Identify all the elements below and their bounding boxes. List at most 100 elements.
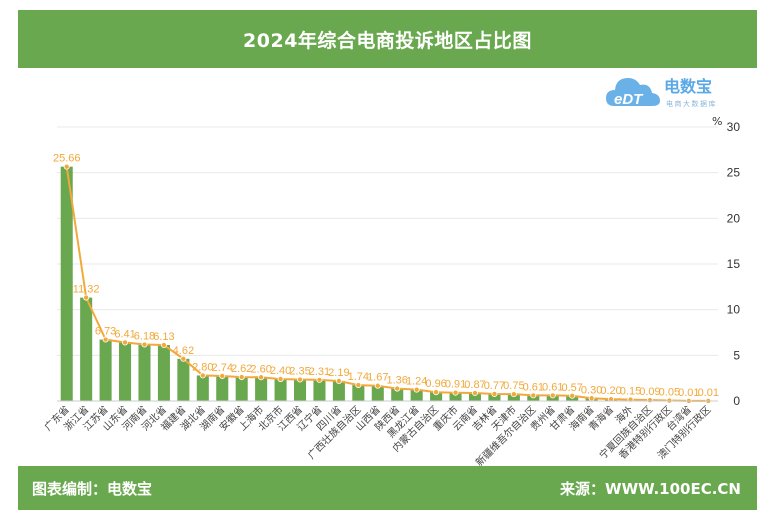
- data-label: 0.61: [523, 381, 544, 393]
- data-label: 2.31: [309, 366, 330, 378]
- y-tick-label: 5: [733, 348, 740, 362]
- data-label: 0.91: [445, 379, 466, 391]
- bar: [352, 385, 365, 401]
- data-label: 4.62: [173, 345, 194, 357]
- line-marker: [277, 376, 284, 383]
- bar: [488, 393, 501, 401]
- chart-header: 2024年综合电商投诉地区占比图: [18, 10, 757, 68]
- data-label: 0.57: [561, 382, 582, 394]
- y-tick-label: 0: [733, 394, 740, 408]
- bar: [332, 380, 345, 401]
- data-label: 2.60: [250, 363, 271, 375]
- line-marker: [510, 391, 517, 398]
- line-markers: [63, 163, 712, 404]
- data-label: 1.74: [348, 371, 369, 383]
- data-label: 6.18: [134, 331, 155, 343]
- data-label: 2.19: [328, 367, 349, 379]
- line-marker: [258, 374, 265, 381]
- line-marker: [530, 392, 537, 399]
- y-tick-label: 30: [727, 120, 741, 134]
- y-tick-label: 10: [727, 303, 741, 317]
- data-label: 0.05: [659, 387, 680, 399]
- line-marker: [180, 355, 187, 362]
- data-label: 6.13: [153, 331, 174, 343]
- bar: [449, 392, 462, 401]
- y-axis-ticks: 0 5 10 15 20 25 30: [727, 120, 741, 408]
- data-label: 6.73: [95, 326, 116, 338]
- line-marker: [141, 341, 148, 348]
- data-label: 25.66: [53, 153, 81, 165]
- logo-cloud-icon: [606, 78, 660, 106]
- footer-credit: 图表编制：电数宝: [32, 480, 153, 498]
- line-marker: [199, 372, 206, 379]
- bar: [177, 358, 190, 401]
- bar: [410, 389, 423, 401]
- data-label: 2.74: [212, 362, 233, 374]
- data-label: 0.61: [542, 381, 563, 393]
- line-series: [65, 166, 709, 402]
- data-label: 0.96: [425, 378, 446, 390]
- series-line: [65, 166, 709, 402]
- bar: [293, 379, 307, 401]
- data-label: 1.67: [367, 372, 388, 384]
- line-marker: [413, 386, 420, 393]
- chart-footer: 图表编制：电数宝 来源：WWW.100EC.CN: [18, 466, 757, 510]
- logo: eDT 电数宝 电商大数据库: [606, 77, 716, 108]
- line-marker: [122, 339, 129, 346]
- data-label: 2.35: [289, 366, 310, 378]
- bar: [216, 375, 229, 401]
- line-marker: [374, 382, 381, 389]
- data-label: 0.15: [620, 386, 641, 398]
- data-label: 2.80: [192, 361, 213, 373]
- line-marker: [549, 392, 556, 399]
- bar: [371, 385, 384, 401]
- data-label: 0.77: [484, 380, 505, 392]
- line-marker: [102, 336, 109, 343]
- line-marker: [452, 389, 459, 396]
- logo-mark: eDT: [614, 91, 644, 108]
- x-axis-labels: 广东省浙江省江苏省山东省河南省河北省福建省湖北省湖南省安徽省上海市北京市江西省辽…: [41, 403, 713, 469]
- bar: [80, 297, 93, 401]
- bar: [391, 388, 404, 401]
- line-marker: [471, 390, 478, 397]
- footer-source: 来源：WWW.100EC.CN: [560, 480, 741, 498]
- bar: [274, 379, 287, 401]
- line-marker: [160, 342, 167, 349]
- line-marker: [394, 385, 401, 392]
- bar: [99, 339, 112, 401]
- bar: [468, 393, 482, 401]
- data-label: 1.24: [406, 376, 427, 388]
- line-marker: [316, 376, 323, 383]
- line-marker: [238, 374, 245, 381]
- line-marker: [569, 392, 576, 399]
- data-label: 6.41: [114, 328, 135, 340]
- bar: [196, 375, 209, 401]
- data-label: 0.87: [464, 379, 485, 391]
- bar: [119, 342, 132, 401]
- logo-brand: 电数宝: [664, 77, 712, 96]
- data-label: 2.62: [231, 363, 252, 375]
- data-label: 0.09: [639, 386, 660, 398]
- data-label: 0.75: [503, 380, 524, 392]
- logo-tagline: 电商大数据库: [666, 99, 716, 108]
- data-label: 0.01: [678, 387, 699, 399]
- line-marker: [588, 395, 595, 402]
- chart-title: 2024年综合电商投诉地区占比图: [243, 29, 532, 52]
- line-marker: [297, 376, 304, 383]
- y-tick-label: 15: [727, 257, 741, 271]
- bar: [430, 392, 443, 401]
- line-marker: [608, 396, 615, 403]
- data-label: 11.32: [73, 284, 100, 296]
- bar: [255, 377, 268, 401]
- line-marker: [335, 377, 342, 384]
- data-label: 2.40: [270, 365, 291, 377]
- gridlines: [57, 126, 718, 402]
- bar-series: [60, 166, 715, 401]
- bar: [60, 166, 73, 401]
- y-axis-unit: %: [712, 115, 722, 128]
- line-marker: [433, 389, 440, 396]
- data-label: 0.30: [581, 384, 602, 396]
- bar: [235, 377, 248, 401]
- bar: [313, 379, 326, 401]
